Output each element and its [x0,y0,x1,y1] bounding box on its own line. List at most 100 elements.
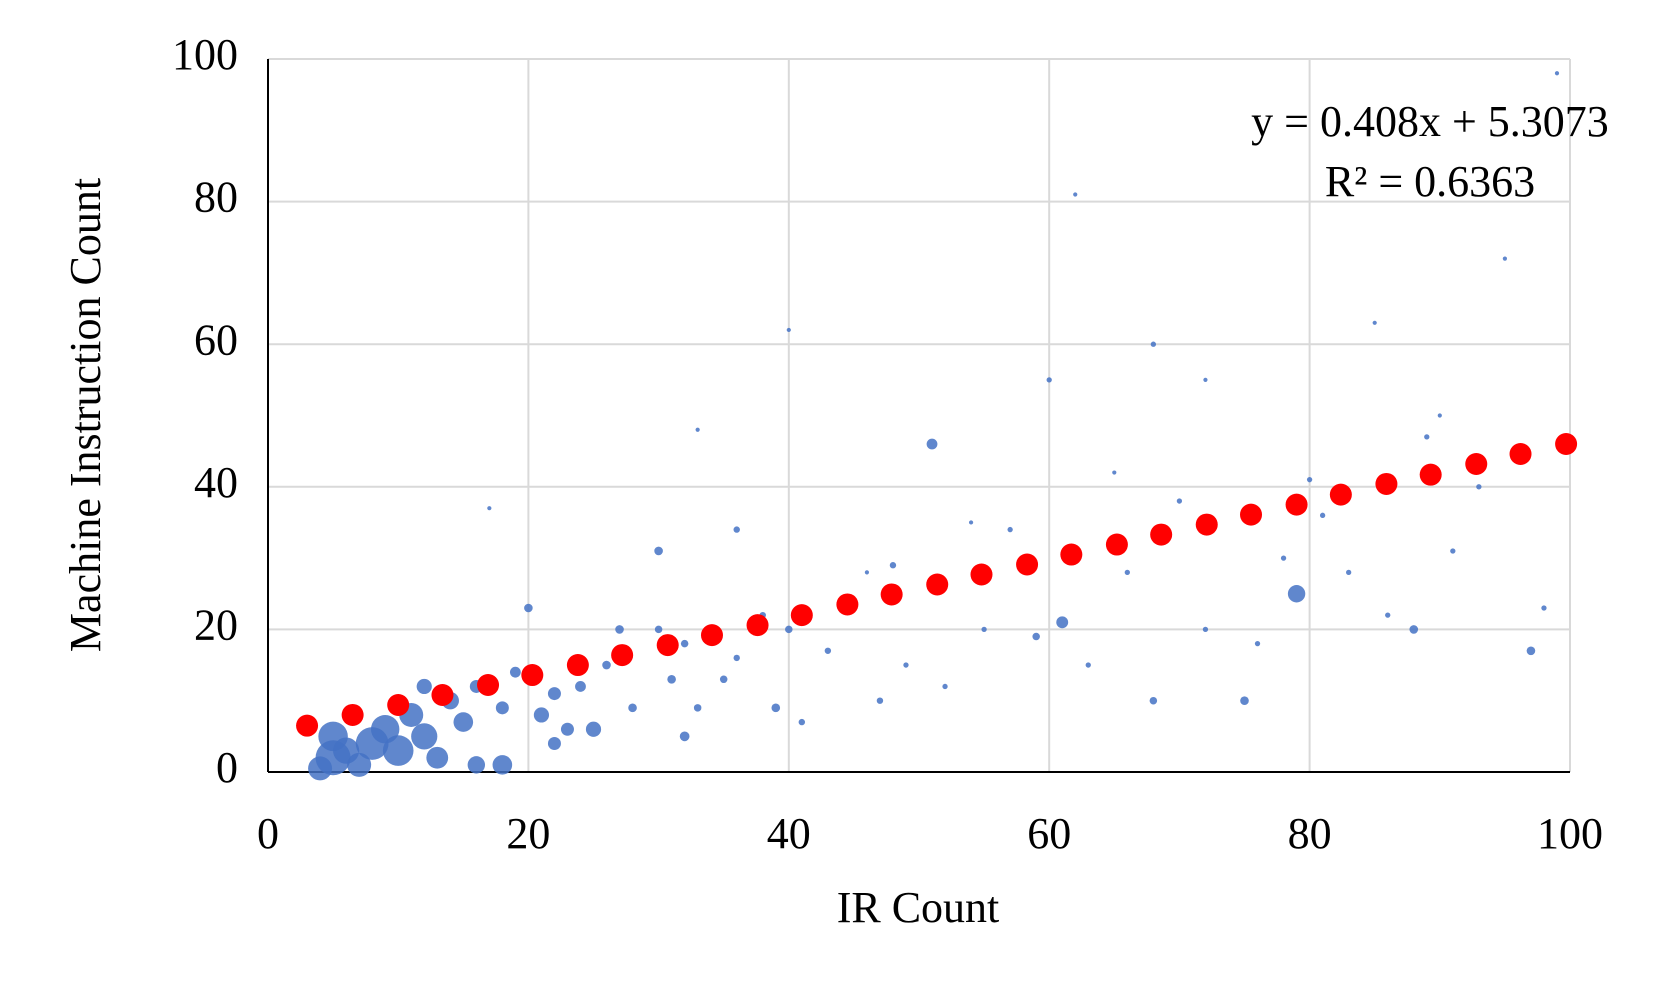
bubble [876,697,884,704]
trend-point [926,573,949,596]
bubble [1032,632,1040,641]
bubble [1112,470,1117,475]
bubble [693,704,702,712]
x-tick-label: 80 [1288,809,1332,858]
trend-point [1285,493,1308,516]
trend-point [1419,463,1442,486]
x-axis-label: IR Count [837,883,1000,932]
bubble [1319,512,1326,518]
bubble [654,546,663,556]
y-tick-label: 0 [216,743,238,792]
bubble [1085,662,1091,668]
bubble [1203,377,1208,382]
trend-point [1060,543,1083,566]
bubble [1124,569,1130,576]
x-tick-label: 100 [1537,809,1603,858]
bubble [1526,646,1536,656]
y-axis-label: Machine Instruction Count [61,178,110,652]
bubble [785,625,793,634]
bubble [416,678,432,695]
bubble [680,639,689,648]
y-tick-label: 100 [172,30,238,79]
bubble [968,520,974,525]
bubble [1202,626,1209,633]
bubble [547,687,561,701]
trend-point [1150,523,1173,546]
bubble [615,625,624,634]
bubble [771,703,781,713]
bubble [695,427,700,432]
trend-point [1555,433,1578,456]
bubble [733,654,740,662]
bubble [411,723,438,750]
trend-point [746,614,769,637]
bubble [487,506,492,511]
bubble [1149,696,1158,705]
trend-point [611,644,634,667]
bubble [547,736,561,750]
bubble [654,625,663,634]
trend-point [296,714,319,737]
trend-point [1329,483,1352,506]
trend-point [970,563,993,586]
bubble [1254,641,1261,647]
trend-point [1195,513,1218,536]
bubble [347,752,372,777]
trend-point [880,583,903,606]
bubble [467,756,486,774]
bubble [1437,413,1442,418]
bubble [426,746,449,769]
trend-point [1465,452,1488,475]
trend-point [477,674,500,697]
annotation: y = 0.408x + 5.3073 [1251,97,1609,146]
bubble [1056,616,1069,629]
x-tick-label: 60 [1027,809,1071,858]
bubble [1372,320,1377,325]
bubble [1150,341,1157,347]
bubble [602,660,611,670]
trend-point [341,703,364,726]
bubble [942,683,948,690]
bubble [1280,555,1287,561]
trend-point [1016,553,1039,576]
bubble [1287,585,1306,603]
bubble [798,718,806,726]
bubble [1007,526,1013,533]
bubble [308,756,333,781]
bubble [889,562,897,569]
trend-point [1375,472,1398,495]
trend-point [431,683,454,706]
bubble [1240,696,1249,705]
bubble [1346,569,1352,576]
bubble [533,707,550,723]
bubble [1541,605,1547,611]
bubble [560,722,574,736]
trend-point [1105,533,1128,556]
bubble [1073,192,1078,197]
bubble [382,735,414,766]
bubble [1385,612,1391,618]
bubble [1424,434,1430,440]
trend-point [836,593,859,616]
bubble [786,327,791,333]
y-tick-label: 80 [194,173,238,222]
bubble [667,675,676,684]
y-tick-label: 40 [194,458,238,507]
trend-point [1240,503,1263,526]
bubble [719,675,728,684]
x-tick-label: 0 [257,809,279,858]
bubble [509,666,521,678]
trend-point [1509,443,1532,466]
bubble [1409,625,1419,634]
annotation: R² = 0.6363 [1325,157,1535,206]
bubble [1476,484,1482,490]
bubble [1176,498,1183,504]
trend-point [521,664,544,687]
bubble [679,731,690,742]
bubble [492,755,513,775]
trend-point [700,624,723,647]
bubble [1502,256,1507,261]
bubble [926,438,938,450]
x-tick-label: 40 [767,809,811,858]
